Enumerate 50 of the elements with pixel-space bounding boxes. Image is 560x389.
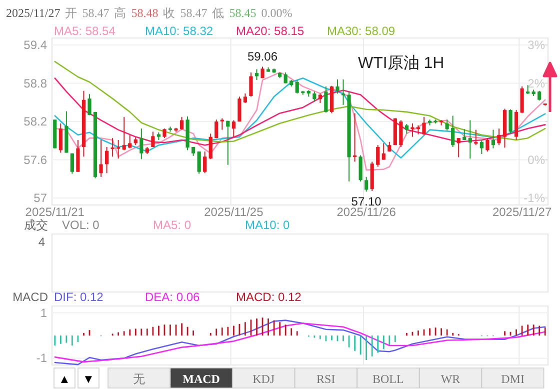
text: 58.45	[229, 6, 256, 20]
text: MA30: 58.09	[327, 24, 396, 38]
text: WTI原油 1H	[358, 54, 444, 72]
text: WR	[440, 372, 460, 386]
text: DEA: 0.06	[145, 290, 200, 304]
text: KDJ	[252, 372, 275, 386]
text: ▲	[58, 372, 70, 386]
text: 58.47	[180, 6, 208, 20]
text: MA10: 58.32	[145, 24, 214, 38]
text: RSI	[316, 372, 336, 386]
text: BOLL	[372, 372, 404, 386]
text: MA10: 0	[245, 218, 290, 232]
y-tick-label: 1	[40, 306, 48, 320]
text: MACD	[182, 372, 220, 386]
y-tick-label: 58.8	[24, 76, 48, 90]
text: 高	[114, 6, 126, 20]
y-tick-label: 57	[34, 191, 48, 205]
line-series	[54, 78, 546, 146]
candlestick	[110, 138, 114, 157]
text: VOL: 0	[62, 218, 100, 232]
line-series	[54, 72, 546, 171]
y-tick-label: 58.2	[24, 114, 48, 128]
candlestick	[352, 113, 357, 162]
x-tick-label: 2025/11/26	[336, 205, 396, 219]
text: 低	[212, 6, 224, 20]
x-tick-label: 2025/11/21	[25, 205, 85, 219]
annotation: 59.06	[247, 50, 278, 64]
series-label: MACD: 0.12	[236, 290, 302, 304]
y-tick-label: 59.4	[24, 38, 48, 52]
text: 2025/11/27	[6, 6, 60, 20]
candlestick	[341, 79, 346, 105]
x-tick-label: 2025/11/27	[492, 205, 552, 219]
text: ▼	[82, 372, 94, 386]
text: 58.47	[82, 6, 110, 20]
x-tick-label: 2025/11/25	[204, 205, 264, 219]
text: MA5: 0	[153, 218, 192, 232]
y-tick-label: -1	[36, 351, 48, 366]
text: 0.00%	[261, 6, 292, 20]
text: 4	[38, 235, 46, 249]
text: MA20: 58.15	[236, 24, 304, 38]
text: 成交	[24, 218, 48, 232]
text: 无	[133, 372, 145, 386]
text: 开	[65, 6, 78, 20]
text: 收	[163, 6, 176, 20]
text: DIF: 0.12	[54, 290, 104, 304]
text: MA5: 58.54	[54, 24, 116, 38]
text: 58.48	[131, 6, 158, 20]
chart-title: MACD	[12, 290, 48, 304]
text: DMI	[501, 372, 524, 386]
y-tick-label: 57.6	[24, 152, 48, 167]
